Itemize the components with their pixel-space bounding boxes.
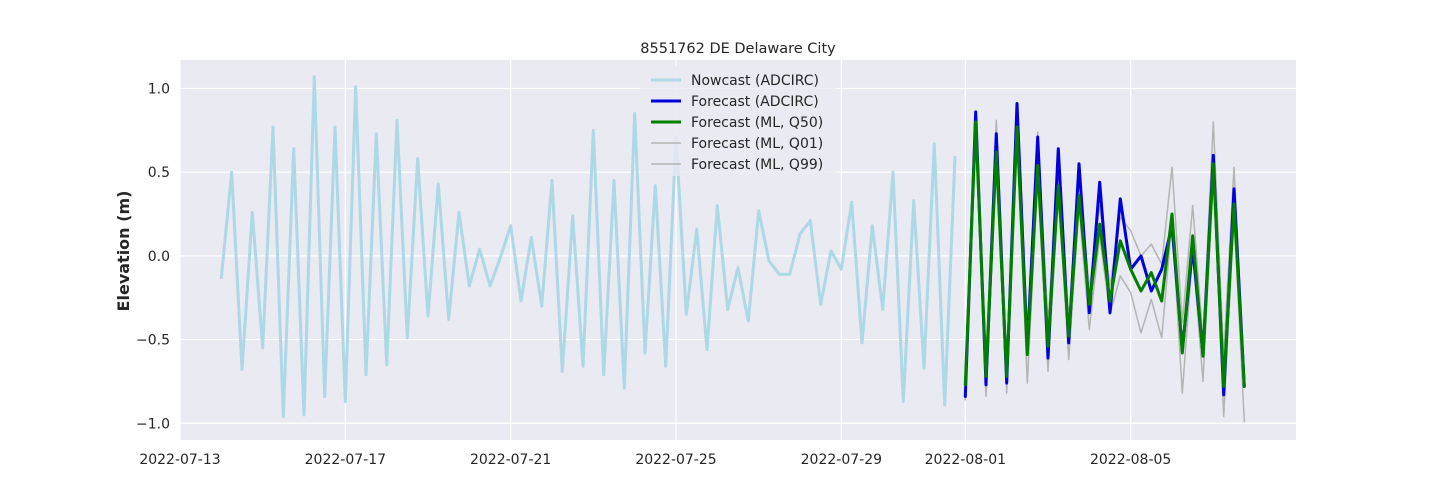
legend-box [640,66,836,176]
legend-label: Forecast (ML, Q01) [691,136,823,152]
x-tick-label: 2022-07-13 [139,452,220,468]
y-tick-label: 1.0 [148,81,170,97]
legend-label: Nowcast (ADCIRC) [691,73,819,89]
x-tick-label: 2022-08-05 [1090,452,1171,468]
y-axis-label: Elevation (m) [114,191,133,312]
series-line-2 [963,120,1246,388]
x-tick-label: 2022-07-29 [801,452,882,468]
y-tick-label: −1.0 [136,416,170,432]
y-tick-label: 0.0 [148,249,170,265]
series-line-0 [219,75,957,419]
x-tick-label: 2022-08-01 [925,452,1006,468]
legend-label: Forecast (ADCIRC) [691,94,819,110]
y-tick-label: −0.5 [136,333,170,349]
legend-label: Forecast (ML, Q50) [691,115,823,131]
chart-title: 8551762 DE Delaware City [640,41,836,57]
legend: Nowcast (ADCIRC) Forecast (ADCIRC) Forecas… [640,66,836,176]
y-tick-label: 0.5 [148,165,170,181]
series-lines [219,75,1246,423]
tick-labels: 2022-07-13 2022-07-17 2022-07-21 2022-07-25… [136,81,1171,468]
x-tick-label: 2022-07-25 [635,452,716,468]
x-tick-label: 2022-07-21 [470,452,551,468]
x-tick-label: 2022-07-17 [305,452,386,468]
legend-label: Forecast (ML, Q99) [691,157,823,173]
